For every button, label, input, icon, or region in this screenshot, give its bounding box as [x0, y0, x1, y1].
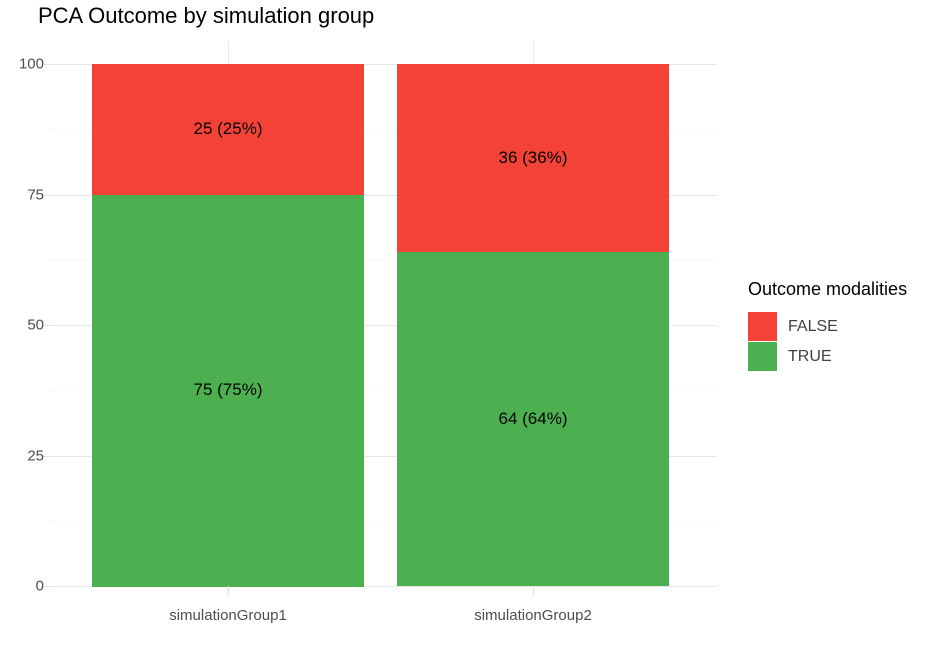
x-axis-category-label: simulationGroup1 [169, 607, 287, 624]
y-axis-tick-label: 50 [27, 316, 44, 334]
x-axis-tick [533, 586, 534, 595]
gridline-major-horizontal [50, 325, 717, 326]
bar-segment-true-simulationGroup2 [397, 252, 669, 586]
gridline-major-horizontal [50, 195, 717, 196]
gridline-minor-horizontal [50, 129, 717, 130]
legend-item-label: TRUE [788, 347, 832, 365]
legend-title: Outcome modalities [748, 279, 908, 299]
y-axis-tick-label: 25 [27, 447, 44, 465]
bar-segment-true-simulationGroup1 [92, 195, 364, 587]
legend: Outcome modalities FALSE TRUE [748, 279, 907, 372]
legend-items: FALSE TRUE [748, 312, 907, 371]
y-axis-tick-label: 75 [27, 186, 44, 204]
legend-swatch-false [748, 312, 777, 341]
y-axis-tick-label: 100 [18, 55, 44, 73]
legend-item: FALSE [748, 312, 907, 341]
bar-value-label: 36 (36%) [498, 148, 568, 167]
bar-value-label: 75 (75%) [193, 380, 263, 399]
y-axis-tick [44, 64, 50, 65]
gridline-major-horizontal [50, 456, 717, 457]
gridline-major-horizontal [50, 586, 717, 587]
legend-item-label: FALSE [788, 317, 838, 335]
bar-value-label: 25 (25%) [193, 119, 263, 138]
bar-segment-false-simulationGroup2 [397, 64, 669, 252]
y-axis-tick [44, 456, 50, 457]
x-axis-tick [228, 586, 229, 595]
bar-segment-false-simulationGroup1 [92, 64, 364, 195]
x-axis-category-label: simulationGroup2 [474, 607, 592, 624]
gridline-major-horizontal [50, 64, 717, 65]
y-axis-tick [44, 586, 50, 587]
y-axis-tick-label: 0 [35, 577, 44, 595]
gridline-minor-horizontal [50, 260, 717, 261]
bar-value-label: 64 (64%) [498, 409, 568, 428]
chart-title: PCA Outcome by simulation group [38, 3, 375, 28]
y-axis-tick [44, 325, 50, 326]
legend-swatch-true [748, 342, 777, 371]
gridline-minor-horizontal [50, 390, 717, 391]
legend-item: TRUE [748, 342, 907, 371]
gridline-minor-horizontal [50, 521, 717, 522]
y-axis-tick [44, 195, 50, 196]
